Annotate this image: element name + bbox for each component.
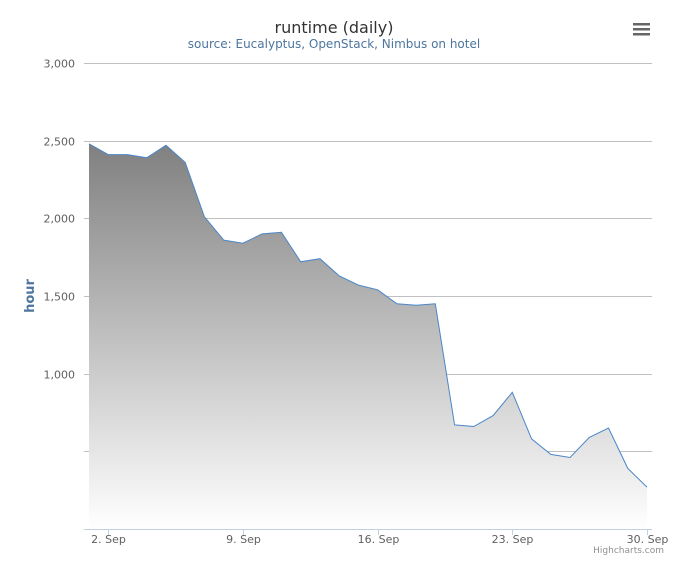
credits-link[interactable]: Highcharts.com	[593, 546, 664, 556]
y-tick-label: 1,500	[44, 291, 76, 304]
x-tick-label: 2. Sep	[91, 533, 126, 546]
y-tick-label: 1,000	[44, 369, 76, 382]
x-tick-label: 30. Sep	[627, 533, 669, 546]
y-axis-title: hour	[23, 278, 38, 312]
y-tick-label: 2,500	[44, 136, 76, 149]
series-area	[89, 143, 647, 530]
y-axis-labels: 3,000 2,500 2,000 1,500 1,000	[44, 58, 76, 382]
series-line	[88, 143, 648, 488]
chart-subtitle: source: Eucalyptus, OpenStack, Nimbus on…	[188, 37, 480, 51]
x-axis-labels: 2. Sep 9. Sep 16. Sep 23. Sep 30. Sep	[91, 529, 668, 546]
x-tick-label: 9. Sep	[226, 533, 261, 546]
y-tick-label: 2,000	[44, 213, 76, 226]
x-tick-label: 16. Sep	[358, 533, 400, 546]
export-menu-button[interactable]	[626, 16, 658, 44]
hamburger-menu-icon[interactable]	[633, 23, 650, 26]
y-tick-label: 3,000	[44, 58, 76, 71]
x-tick-label: 23. Sep	[492, 533, 534, 546]
chart-title: runtime (daily)	[275, 18, 394, 37]
